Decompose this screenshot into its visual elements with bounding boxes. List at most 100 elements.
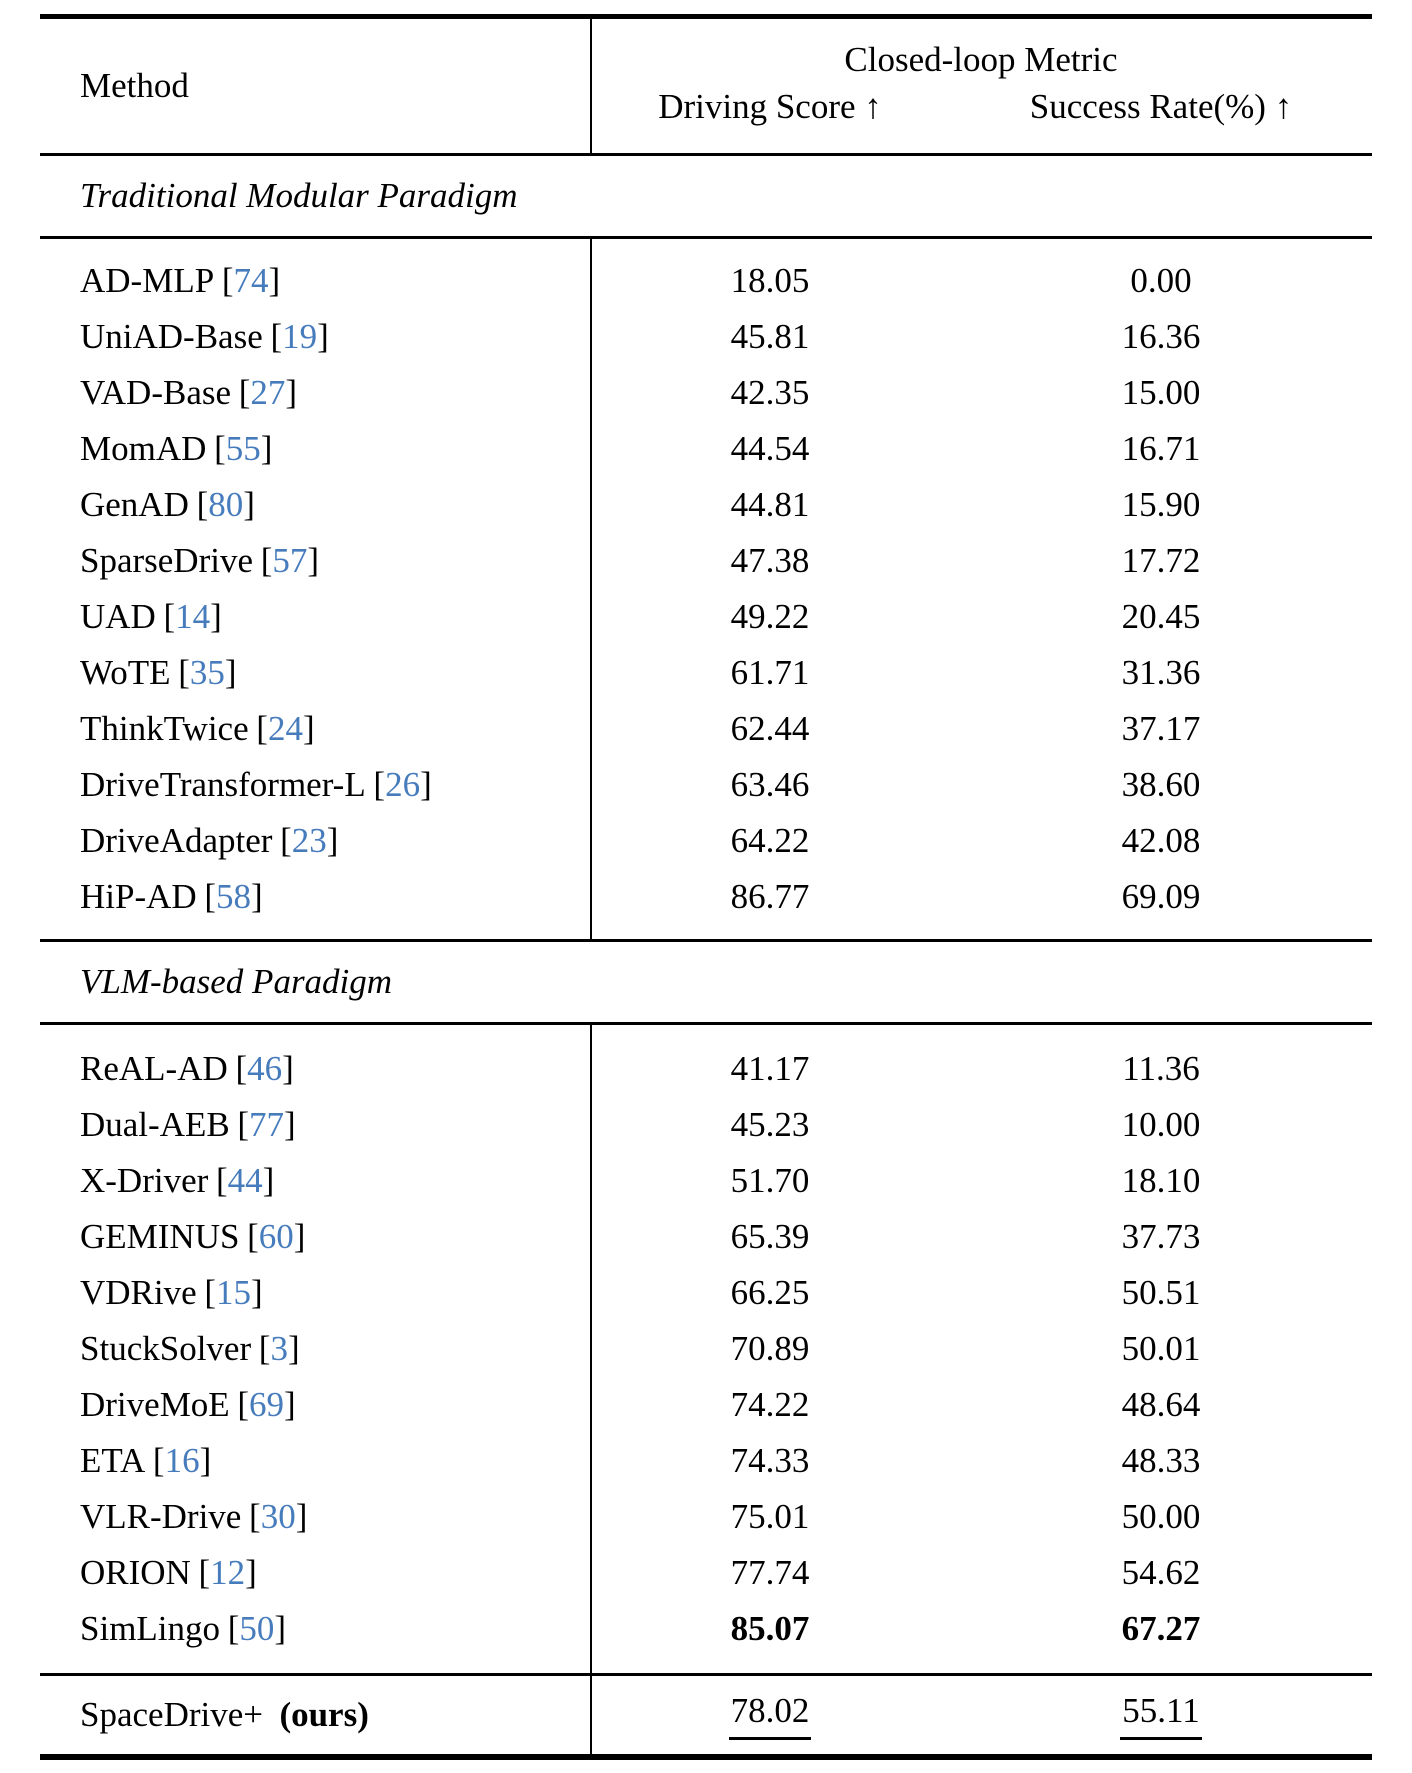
section-title-traditional: Traditional Modular Paradigm: [80, 176, 518, 215]
table-row: AD-MLP74 18.05 0.00: [40, 253, 1372, 309]
method-name: VLR-Drive: [80, 1497, 242, 1536]
citation-link[interactable]: 15: [204, 1273, 262, 1312]
citation-link[interactable]: 30: [249, 1497, 307, 1536]
driving-score-value: 47.38: [730, 541, 810, 580]
citation-link[interactable]: 74: [222, 261, 280, 300]
method-cell: GEMINUS60: [40, 1216, 590, 1258]
success-rate-value: 37.17: [1121, 709, 1201, 748]
table-row: X-Driver44 51.70 18.10: [40, 1153, 1372, 1209]
table-row: ReAL-AD46 41.17 11.36: [40, 1041, 1372, 1097]
success-rate-value: 38.60: [1121, 765, 1201, 804]
table-row: VDRive15 66.25 50.51: [40, 1265, 1372, 1321]
success-rate-value: 54.62: [1121, 1553, 1201, 1592]
method-name: WoTE: [80, 653, 171, 692]
method-name: DriveTransformer-L: [80, 765, 366, 804]
method-name: GenAD: [80, 485, 189, 524]
section-title-vlm: VLM-based Paradigm: [80, 962, 393, 1001]
success-rate-value: 10.00: [1121, 1105, 1201, 1144]
driving-score-value: 65.39: [730, 1217, 810, 1256]
citation-link[interactable]: 3: [259, 1329, 300, 1368]
table-top-rule: [40, 14, 1372, 19]
method-cell: StuckSolver3: [40, 1328, 590, 1370]
method-cell: GenAD80: [40, 484, 590, 526]
method-cell: VDRive15: [40, 1272, 590, 1314]
table-row: StuckSolver3 70.89 50.01: [40, 1321, 1372, 1377]
citation-link[interactable]: 80: [197, 485, 255, 524]
driving-score-value: 75.01: [730, 1497, 810, 1536]
citation-link[interactable]: 60: [247, 1217, 305, 1256]
table-row: SpaceDrive+ (ours) 78.02 55.11: [40, 1676, 1372, 1754]
citation-link[interactable]: 16: [153, 1441, 211, 1480]
driving-score-value: 42.35: [730, 373, 810, 412]
driving-score-header: Driving Score ↑: [658, 87, 882, 126]
ours-row: SpaceDrive+ (ours) 78.02 55.11: [40, 1676, 1372, 1754]
method-cell: ORION12: [40, 1552, 590, 1594]
method-name: UAD: [80, 597, 156, 636]
citation-link[interactable]: 19: [270, 317, 328, 356]
table-row: DriveMoE69 74.22 48.64: [40, 1377, 1372, 1433]
method-cell: VLR-Drive30: [40, 1496, 590, 1538]
method-name: ETA: [80, 1441, 146, 1480]
citation-link[interactable]: 23: [280, 821, 338, 860]
success-rate-value: 18.10: [1121, 1161, 1201, 1200]
method-cell: AD-MLP74: [40, 260, 590, 302]
citation-link[interactable]: 24: [256, 709, 314, 748]
citation-link[interactable]: 35: [178, 653, 236, 692]
success-rate-value: 17.72: [1121, 541, 1201, 580]
driving-score-value: 51.70: [730, 1161, 810, 1200]
table-row: GenAD80 44.81 15.90: [40, 477, 1372, 533]
citation-link[interactable]: 14: [164, 597, 222, 636]
method-cell: UniAD-Base19: [40, 316, 590, 358]
section-rule: [40, 236, 1372, 239]
table-row: VAD-Base27 42.35 15.00: [40, 365, 1372, 421]
driving-score-value: 45.81: [730, 317, 810, 356]
driving-score-value: 63.46: [730, 765, 810, 804]
results-table: Method Closed-loop Metric Driving Score …: [40, 14, 1372, 1760]
method-cell: HiP-AD58: [40, 876, 590, 918]
driving-score-value: 64.22: [730, 821, 810, 860]
driving-score-value: 66.25: [730, 1273, 810, 1312]
driving-score-value: 74.22: [730, 1385, 810, 1424]
method-cell: MomAD55: [40, 428, 590, 470]
method-name: ReAL-AD: [80, 1049, 228, 1088]
method-name: ThinkTwice: [80, 709, 249, 748]
method-cell: DriveMoE69: [40, 1384, 590, 1426]
success-rate-value: 11.36: [1122, 1049, 1200, 1088]
method-name: X-Driver: [80, 1161, 209, 1200]
success-rate-value: 0.00: [1130, 261, 1192, 300]
table-row: DriveAdapter23 64.22 42.08: [40, 813, 1372, 869]
method-name: HiP-AD: [80, 877, 197, 916]
citation-link[interactable]: 69: [237, 1385, 295, 1424]
section-rule: [40, 939, 1372, 942]
traditional-paradigm-rows: AD-MLP74 18.05 0.00 UniAD-Base19 45.81 16.36 V…: [40, 239, 1372, 939]
citation-link[interactable]: 50: [228, 1609, 286, 1648]
citation-link[interactable]: 46: [235, 1049, 293, 1088]
success-rate-value: 48.64: [1121, 1385, 1201, 1424]
table-row: UniAD-Base19 45.81 16.36: [40, 309, 1372, 365]
driving-score-value: 44.81: [730, 485, 810, 524]
method-cell: DriveTransformer-L26: [40, 764, 590, 806]
driving-score-value: 44.54: [730, 429, 810, 468]
citation-link[interactable]: 57: [261, 541, 319, 580]
method-name: AD-MLP: [80, 261, 215, 300]
citation-link[interactable]: 26: [373, 765, 431, 804]
success-rate-value: 50.01: [1121, 1329, 1201, 1368]
table-row: SimLingo50 85.07 67.27: [40, 1601, 1372, 1657]
method-name: DriveMoE: [80, 1385, 230, 1424]
method-column-header: Method: [80, 66, 189, 105]
citation-link[interactable]: 58: [204, 877, 262, 916]
success-rate-header: Success Rate(%) ↑: [1029, 87, 1293, 126]
driving-score-value: 86.77: [730, 877, 810, 916]
citation-link[interactable]: 27: [239, 373, 297, 412]
success-rate-value: 55.11: [950, 1690, 1372, 1740]
driving-score-value: 70.89: [730, 1329, 810, 1368]
method-cell: DriveAdapter23: [40, 820, 590, 862]
citation-link[interactable]: 55: [214, 429, 272, 468]
success-rate-value: 20.45: [1121, 597, 1201, 636]
citation-link[interactable]: 77: [237, 1105, 295, 1144]
success-rate-value: 37.73: [1121, 1217, 1201, 1256]
success-rate-value: 15.00: [1121, 373, 1201, 412]
citation-link[interactable]: 44: [216, 1161, 274, 1200]
method-cell: SpaceDrive+ (ours): [40, 1694, 590, 1736]
citation-link[interactable]: 12: [199, 1553, 257, 1592]
